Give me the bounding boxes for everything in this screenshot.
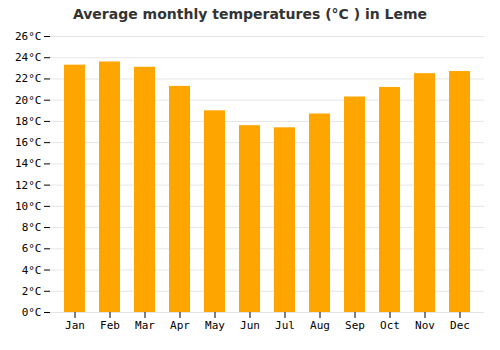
svg-text:Sep: Sep: [345, 319, 365, 332]
svg-text:12°C: 12°C: [15, 179, 42, 192]
svg-text:10°C: 10°C: [15, 200, 42, 213]
svg-text:22°C: 22°C: [15, 72, 42, 85]
svg-text:18°C: 18°C: [15, 115, 42, 128]
svg-text:6°C: 6°C: [22, 242, 42, 255]
svg-text:Oct: Oct: [380, 319, 400, 332]
svg-text:Jan: Jan: [65, 319, 85, 332]
svg-text:26°C: 26°C: [15, 30, 42, 43]
svg-text:Nov: Nov: [415, 319, 435, 332]
svg-text:4°C: 4°C: [22, 264, 42, 277]
svg-text:Aug: Aug: [310, 319, 330, 332]
svg-text:0°C: 0°C: [22, 306, 42, 319]
svg-text:Jul: Jul: [275, 319, 295, 332]
svg-text:May: May: [205, 319, 225, 332]
svg-text:8°C: 8°C: [22, 221, 42, 234]
svg-text:24°C: 24°C: [15, 51, 42, 64]
svg-text:Apr: Apr: [170, 319, 190, 332]
svg-text:16°C: 16°C: [15, 136, 42, 149]
svg-text:Dec: Dec: [450, 319, 470, 332]
svg-text:Feb: Feb: [100, 319, 120, 332]
svg-text:2°C: 2°C: [22, 285, 42, 298]
html-text:Average monthly temperatures (: Average monthly temperatures (°C ) in Le…: [72, 6, 428, 22]
svg-text:14°C: 14°C: [15, 157, 42, 170]
svg-text:20°C: 20°C: [15, 94, 42, 107]
svg-text:Mar: Mar: [135, 319, 155, 332]
svg-text:Jun: Jun: [240, 319, 260, 332]
